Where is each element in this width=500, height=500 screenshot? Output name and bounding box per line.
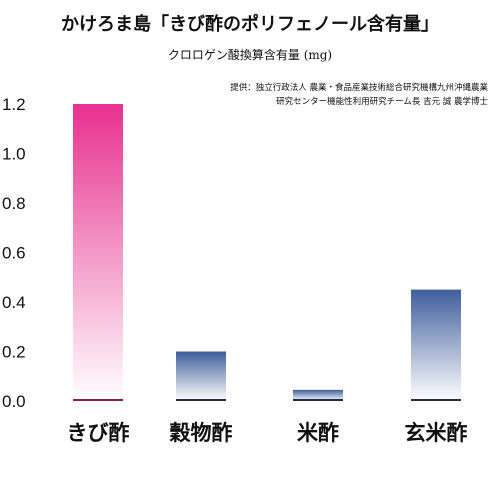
x-tick-label: きび酢: [67, 420, 130, 445]
x-tick-label: 玄米酢: [405, 420, 468, 445]
credit-line-2: 研究センター機能性利用研究チーム長 吉元 誠 農学博士: [276, 97, 488, 107]
y-tick-label: 0.6: [2, 244, 26, 263]
y-tick-label: 1.2: [2, 95, 26, 114]
chart-title: かけろま島「きび酢のポリフェノール含有量」: [61, 14, 439, 35]
chart-subtitle: クロロゲン酸換算含有量 (mg): [167, 48, 333, 62]
bar-baseline: [176, 399, 226, 401]
bar-baseline: [293, 399, 343, 401]
bar-baseline: [411, 399, 461, 401]
x-tick-label: 米酢: [297, 420, 339, 445]
bar-baseline: [73, 399, 123, 401]
x-axis-ticks: きび酢 穀物酢 米酢 玄米酢: [67, 420, 468, 445]
y-tick-label: 0.8: [2, 194, 26, 213]
bar: [73, 104, 123, 401]
credit-line-1: 提供：独立行政法人 農業・食品産業技術総合研究機構九州沖縄農業: [230, 83, 488, 93]
y-tick-label: 0.0: [2, 392, 26, 411]
y-axis-ticks: 0.0 0.2 0.4 0.6 0.8 1.0 1.2: [2, 95, 26, 411]
bar: [176, 351, 226, 401]
bar: [293, 389, 343, 401]
bar: [411, 289, 461, 401]
y-tick-label: 0.4: [2, 293, 26, 312]
x-tick-label: 穀物酢: [170, 420, 233, 445]
y-tick-label: 0.2: [2, 343, 26, 362]
y-tick-label: 1.0: [2, 145, 26, 164]
bars: [73, 104, 461, 401]
